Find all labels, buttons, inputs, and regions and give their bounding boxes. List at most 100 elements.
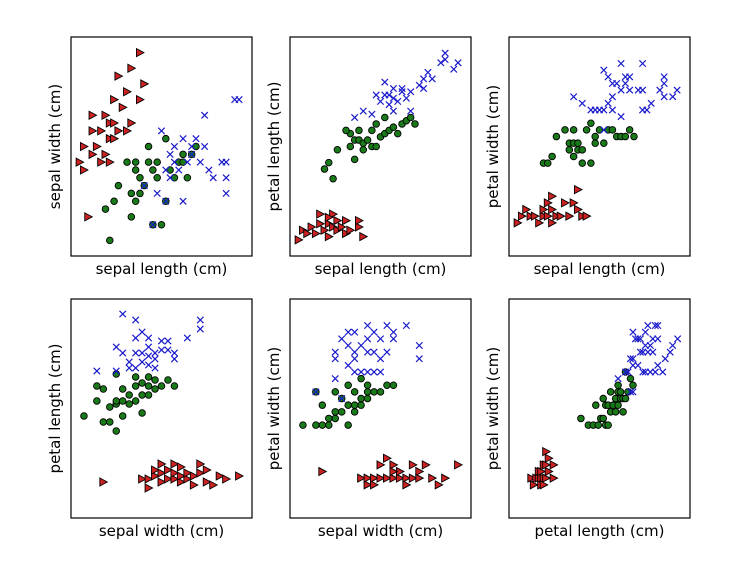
- data-point-x: [370, 368, 378, 376]
- data-point-circle: [80, 412, 88, 420]
- data-point-circle: [331, 408, 340, 416]
- data-point-triangle: [421, 460, 431, 470]
- data-point-triangle: [105, 118, 115, 128]
- data-point-circle: [157, 382, 166, 390]
- data-point-circle: [131, 166, 140, 174]
- data-point-triangle: [157, 477, 167, 487]
- data-point-x: [370, 348, 378, 356]
- data-point-circle: [350, 388, 359, 396]
- data-point-x: [149, 221, 157, 229]
- x-axis-label: sepal width (cm): [99, 522, 224, 540]
- data-point-circle: [626, 374, 635, 383]
- data-point-triangle: [209, 480, 219, 490]
- data-point-triangle: [548, 218, 558, 228]
- data-point-circle: [600, 139, 608, 147]
- data-point-triangle: [537, 466, 547, 477]
- data-point-circle: [363, 136, 372, 144]
- data-point-circle: [144, 158, 153, 166]
- data-point-x: [608, 106, 617, 114]
- data-point-triangle: [196, 468, 206, 478]
- data-point-x: [669, 93, 677, 101]
- data-point-x: [383, 348, 391, 356]
- data-point-x: [132, 349, 140, 357]
- data-point-triangle: [114, 71, 124, 81]
- data-point-x: [112, 343, 120, 351]
- data-point-x: [196, 158, 204, 166]
- data-point-triangle: [298, 225, 308, 235]
- data-point-x: [604, 73, 612, 81]
- data-point-x: [643, 106, 651, 114]
- data-point-triangle: [164, 465, 173, 475]
- data-point-circle: [157, 220, 166, 229]
- data-point-circle: [357, 394, 365, 403]
- data-point-triangle: [316, 219, 326, 229]
- data-point-x: [600, 126, 608, 134]
- data-point-triangle: [542, 460, 552, 470]
- data-point-circle: [118, 397, 127, 405]
- data-point-triangle: [110, 133, 120, 144]
- x-axis-label: sepal length (cm): [315, 260, 447, 278]
- data-point-x: [132, 316, 140, 324]
- data-point-x: [398, 88, 406, 96]
- data-point-x: [157, 337, 166, 345]
- data-point-triangle: [363, 473, 373, 483]
- data-point-circle: [114, 181, 123, 190]
- data-point-triangle: [539, 211, 549, 221]
- data-point-x: [179, 197, 187, 205]
- panels-group: sepal length (cm) sepal width (cm) sepal l…: [46, 36, 691, 540]
- x-axis-label: sepal length (cm): [96, 260, 228, 278]
- data-point-circle: [127, 213, 136, 221]
- data-point-x: [351, 348, 359, 356]
- data-point-x: [359, 107, 367, 115]
- data-point-circle: [183, 174, 192, 182]
- data-point-triangle: [363, 480, 373, 490]
- data-point-x: [144, 361, 153, 369]
- data-point-x: [634, 361, 642, 369]
- data-point-triangle: [88, 110, 98, 120]
- data-point-x: [125, 364, 133, 372]
- points-group: [294, 49, 462, 245]
- data-point-triangle: [164, 474, 173, 484]
- data-point-circle: [131, 158, 140, 166]
- data-point-triangle: [88, 126, 98, 136]
- data-point-circle: [131, 397, 140, 405]
- data-point-x: [646, 341, 654, 350]
- data-point-circle: [318, 401, 327, 409]
- data-point-x: [629, 388, 637, 396]
- axes-frame: [289, 298, 472, 519]
- data-point-triangle: [105, 157, 115, 167]
- data-point-x: [600, 106, 608, 114]
- data-point-triangle: [549, 473, 559, 483]
- data-point-circle: [144, 142, 153, 151]
- data-point-circle: [582, 126, 591, 134]
- data-point-triangle: [136, 94, 145, 105]
- data-point-x: [344, 341, 352, 350]
- data-point-x: [183, 158, 191, 166]
- data-point-triangle: [307, 222, 317, 232]
- data-point-x: [132, 334, 140, 342]
- data-point-circle: [621, 394, 630, 403]
- data-point-x: [357, 368, 365, 376]
- data-point-circle: [363, 388, 372, 396]
- data-point-circle: [357, 401, 365, 409]
- points-group: [80, 310, 245, 493]
- data-point-circle: [151, 385, 159, 393]
- y-axis-label: petal width (cm): [265, 347, 283, 470]
- data-point-triangle: [333, 215, 343, 226]
- data-point-circle: [614, 401, 622, 409]
- data-point-triangle: [92, 141, 102, 152]
- data-point-triangle: [544, 453, 554, 464]
- data-point-circle: [591, 139, 599, 147]
- data-point-x: [621, 79, 629, 88]
- data-point-x: [402, 94, 410, 102]
- data-point-x: [634, 335, 642, 343]
- data-point-circle: [125, 400, 133, 408]
- data-point-triangle: [79, 141, 89, 152]
- data-point-circle: [569, 126, 578, 134]
- data-point-circle: [393, 129, 402, 138]
- data-point-x: [357, 341, 365, 350]
- data-point-x: [372, 91, 380, 99]
- data-point-triangle: [408, 460, 418, 470]
- data-point-x: [629, 328, 637, 336]
- data-point-x: [151, 349, 159, 357]
